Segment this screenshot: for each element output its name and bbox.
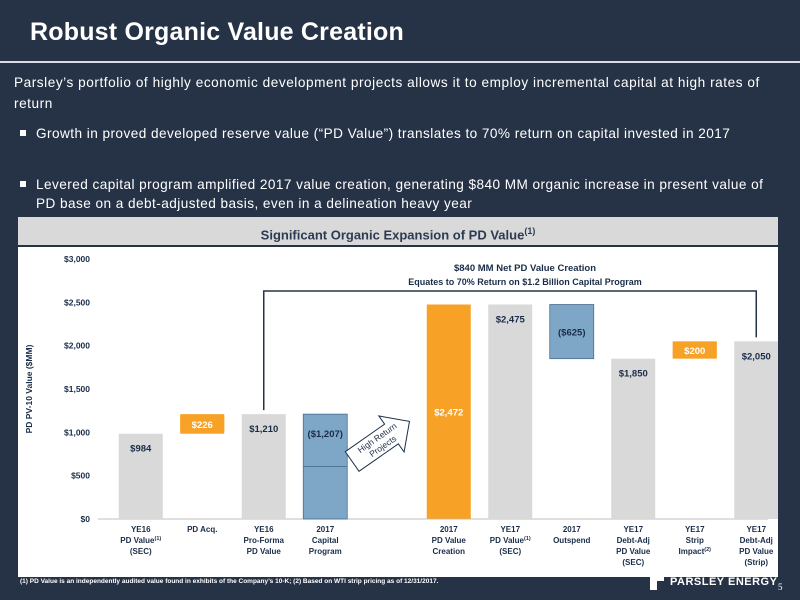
y-axis-label: PD PV-10 Value ($MM) xyxy=(24,344,34,433)
bar-label-background xyxy=(180,415,225,432)
y-tick-label: $1,000 xyxy=(64,427,90,437)
bullet-item-1: Growth in proved developed reserve value… xyxy=(20,124,780,143)
parsley-logo-icon xyxy=(650,574,664,590)
bar-8 xyxy=(611,358,656,519)
data-label: $2,475 xyxy=(496,315,526,326)
data-label: $226 xyxy=(192,420,213,431)
bar-10 xyxy=(734,341,779,519)
y-tick-label: $2,500 xyxy=(64,297,90,307)
x-category-label: Capital xyxy=(312,536,339,545)
y-tick-label: $3,000 xyxy=(64,254,90,264)
bullet-square-icon xyxy=(20,130,26,136)
x-category-label: YE16 xyxy=(254,525,274,534)
x-category-label: PD Acq. xyxy=(187,525,217,534)
x-category-label: (SEC) xyxy=(130,547,152,556)
banner-text: Significant Organic Expansion of PD Valu… xyxy=(260,227,525,243)
bullet-text: Levered capital program amplified 2017 v… xyxy=(36,177,764,211)
bullet-item-2: Levered capital program amplified 2017 v… xyxy=(20,175,780,213)
footnote: (1) PD Value is an independently audited… xyxy=(20,578,439,585)
x-category-label: YE17 xyxy=(685,525,705,534)
data-label: $200 xyxy=(684,346,705,357)
bullet-text: Growth in proved developed reserve value… xyxy=(36,126,731,141)
x-category-label: PD Value(1) xyxy=(490,536,531,545)
y-tick-label: $500 xyxy=(71,471,90,481)
data-label: $984 xyxy=(130,444,152,455)
x-category-label: Strip xyxy=(686,536,704,545)
y-tick-label: $2,000 xyxy=(64,341,90,351)
x-category-label: Outspend xyxy=(553,536,590,545)
bar-label-background xyxy=(672,342,717,358)
title-bar: Robust Organic Value Creation xyxy=(0,0,800,60)
intro-text: Parsley’s portfolio of highly economic d… xyxy=(14,75,760,111)
x-category-label: YE17 xyxy=(500,525,520,534)
x-category-label: Debt-Adj xyxy=(617,536,650,545)
x-category-label: PD Value(1) xyxy=(120,536,161,545)
data-label: $1,210 xyxy=(249,424,278,435)
x-category-label: (SEC) xyxy=(499,547,521,556)
logo-text: PARSLEY ENERGY xyxy=(670,576,778,588)
y-tick-label: $0 xyxy=(81,514,91,524)
x-category-label: YE17 xyxy=(746,525,766,534)
bar-3 xyxy=(241,414,286,519)
annotation-title: $840 MM Net PD Value Creation xyxy=(454,263,596,274)
bullet-square-icon xyxy=(20,181,26,187)
x-category-label: 2017 xyxy=(563,525,581,534)
x-category-label: Program xyxy=(309,547,342,556)
x-category-label: PD Value xyxy=(739,547,774,556)
data-label: $2,050 xyxy=(742,351,771,362)
annotation-subtitle: Equates to 70% Return on $1.2 Billion Ca… xyxy=(408,277,642,287)
bar-7 xyxy=(549,304,595,360)
chart-panel: $0 $500 $1,000 $1,500 $2,000 $2,500 $3,000 PD P… xyxy=(18,247,779,577)
bar-5 xyxy=(426,304,471,519)
x-category-label: YE16 xyxy=(131,525,151,534)
page-number: 5 xyxy=(778,582,783,592)
y-tick-label: $1,500 xyxy=(64,384,90,394)
x-category-label: Impact(2) xyxy=(678,547,711,556)
arrow-shape xyxy=(344,415,411,473)
x-category-label: Pro-Forma xyxy=(244,536,285,545)
bar-6 xyxy=(488,304,533,519)
data-label: $2,472 xyxy=(434,408,463,419)
banner-footnote-ref: (1) xyxy=(524,226,536,236)
data-label: ($625) xyxy=(558,328,585,339)
bracket-line xyxy=(263,290,757,411)
x-category-label: Debt-Adj xyxy=(740,536,773,545)
x-category-label: PD Value xyxy=(247,547,282,556)
title-divider xyxy=(0,61,800,63)
x-category-label: (Strip) xyxy=(744,558,768,567)
x-category-label: Creation xyxy=(433,547,466,556)
bar-1 xyxy=(118,433,163,519)
data-label: ($1,207) xyxy=(308,429,343,440)
x-category-label: 2017 xyxy=(316,525,334,534)
x-category-label: (SEC) xyxy=(622,558,644,567)
x-category-label: PD Value xyxy=(432,536,467,545)
company-logo: PARSLEY ENERGY xyxy=(648,572,777,592)
chart-banner: Significant Organic Expansion of PD Valu… xyxy=(18,217,778,245)
waterfall-chart: $0 $500 $1,000 $1,500 $2,000 $2,500 $3,000 PD P… xyxy=(24,254,779,567)
slide-title: Robust Organic Value Creation xyxy=(30,18,404,46)
x-category-label: YE17 xyxy=(623,525,643,534)
x-category-label: 2017 xyxy=(440,525,458,534)
x-category-label: PD Value xyxy=(616,547,651,556)
data-label: $1,850 xyxy=(619,369,648,380)
